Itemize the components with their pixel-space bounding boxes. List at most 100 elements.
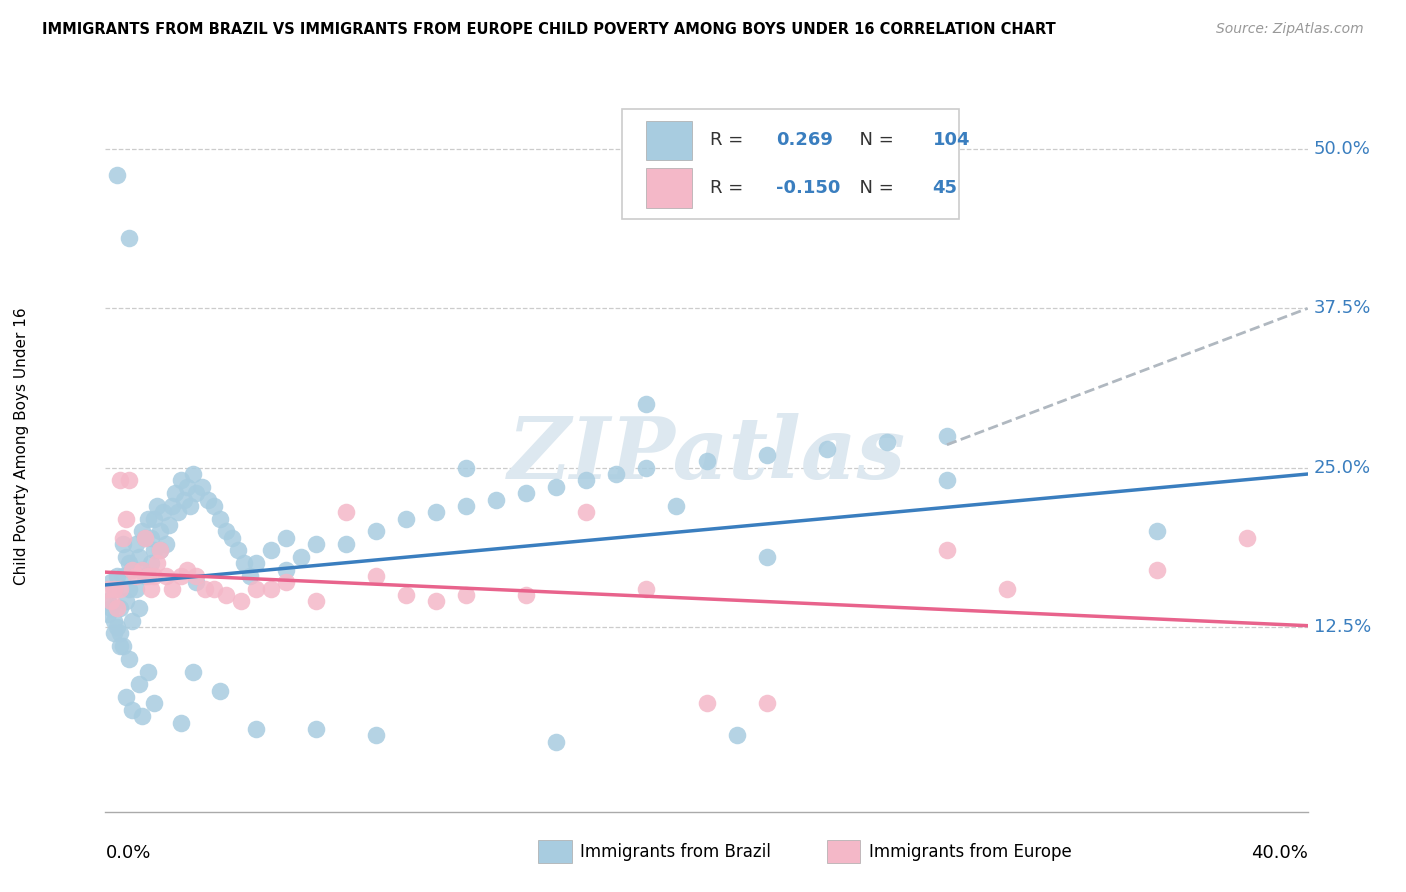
Point [103,626,125,640]
Point [575,505,598,519]
Point [245,722,267,736]
Point [107,168,129,182]
Point [97,582,120,596]
Point [169,715,191,730]
Point [184,575,207,590]
Point [176,563,198,577]
Point [142,511,165,525]
Point [169,569,191,583]
Point [118,556,141,570]
Point [134,531,156,545]
Point [118,474,141,488]
Point [260,582,283,596]
Point [121,703,143,717]
Point [100,594,122,608]
Text: N =: N = [848,131,900,149]
Point [131,563,153,577]
Point [121,563,143,577]
Bar [538,840,572,863]
Point [181,665,204,679]
Point [208,511,231,525]
Point [148,543,170,558]
Point [936,474,959,488]
Point [454,460,477,475]
Point [305,722,328,736]
Point [755,448,778,462]
Point [936,429,959,443]
Point [103,582,125,596]
Point [454,499,477,513]
Point [115,594,138,608]
Point [226,543,249,558]
Point [190,480,212,494]
Point [148,524,170,539]
Point [239,569,262,583]
Point [131,709,153,723]
Point [364,569,387,583]
Text: IMMIGRANTS FROM BRAZIL VS IMMIGRANTS FROM EUROPE CHILD POVERTY AMONG BOYS UNDER : IMMIGRANTS FROM BRAZIL VS IMMIGRANTS FRO… [42,22,1056,37]
Point [142,697,165,711]
Point [636,397,658,411]
Point [184,486,207,500]
Point [128,549,150,564]
Point [274,575,297,590]
Point [546,734,568,748]
Point [131,524,153,539]
Point [395,588,418,602]
Point [176,480,198,494]
Point [136,665,159,679]
Point [107,600,129,615]
Point [124,537,146,551]
Point [995,582,1018,596]
Bar [827,840,860,863]
Point [136,511,159,525]
Text: R =: R = [710,131,749,149]
Point [636,460,658,475]
Point [197,492,219,507]
Point [115,690,138,704]
Point [755,697,778,711]
Text: 25.0%: 25.0% [1313,458,1371,476]
Point [936,543,959,558]
Point [118,231,141,245]
Point [575,474,598,488]
Text: Immigrants from Europe: Immigrants from Europe [869,843,1071,861]
Text: N =: N = [848,179,900,197]
Text: Source: ZipAtlas.com: Source: ZipAtlas.com [1216,22,1364,37]
Point [515,588,537,602]
Point [274,531,297,545]
Point [184,569,207,583]
Point [755,549,778,564]
Text: 12.5%: 12.5% [1313,618,1371,636]
Point [107,569,129,583]
Point [260,543,283,558]
Point [160,499,183,513]
Point [118,652,141,666]
Point [121,563,143,577]
Point [335,537,357,551]
Point [160,582,183,596]
Point [454,588,477,602]
Point [546,480,568,494]
Point [166,505,188,519]
Point [305,537,328,551]
Bar [647,120,692,160]
Point [134,569,156,583]
Point [179,499,201,513]
Point [229,594,252,608]
Point [665,499,688,513]
Point [145,499,167,513]
Point [97,594,120,608]
Point [815,442,838,456]
Point [110,474,132,488]
Point [145,556,167,570]
Point [121,614,143,628]
Point [139,582,162,596]
Point [425,594,447,608]
Point [485,492,508,507]
Point [605,467,627,481]
Point [136,569,159,583]
Point [148,543,170,558]
Point [202,582,225,596]
Text: R =: R = [710,179,749,197]
